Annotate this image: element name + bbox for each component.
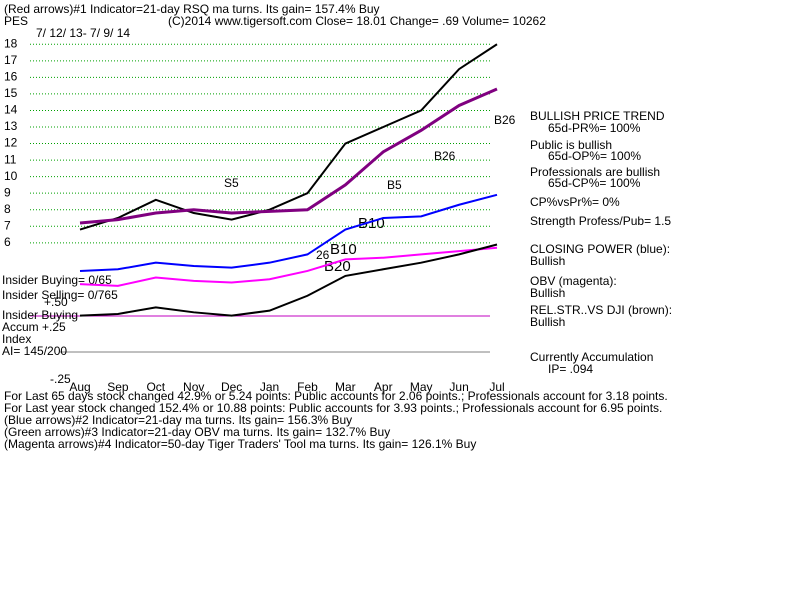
x-tick-label: Aug — [69, 380, 90, 394]
sidebar-text: CP%vsPr%= 0% — [530, 195, 620, 209]
x-tick-label: Jun — [449, 380, 468, 394]
y-tick-label: 17 — [4, 53, 18, 67]
sidebar-text: OBV (magenta): — [530, 274, 617, 288]
y-tick-label: 6 — [4, 235, 11, 249]
y-tick-label: 13 — [4, 119, 18, 133]
signal: B20 — [324, 258, 351, 275]
date-range: 7/ 12/ 13- 7/ 9/ 14 — [36, 26, 130, 40]
series-line — [79, 193, 498, 272]
sidebar-text: Bullish — [530, 286, 565, 300]
y-tick-label: 8 — [4, 202, 11, 216]
x-tick-label: Oct — [146, 380, 165, 394]
left-label: AI= 145/200 — [2, 344, 67, 358]
footer-text: For Last 65 days stock changed 42.9% or … — [4, 389, 668, 403]
signal: 26 — [316, 248, 330, 262]
x-tick-label: Sep — [107, 380, 129, 394]
symbol: PES — [4, 14, 28, 28]
x-tick-label: May — [410, 380, 433, 394]
header-text: (Red arrows)#1 Indicator=21-day RSQ ma t… — [4, 2, 380, 16]
y-tick-label: 18 — [4, 36, 18, 50]
y-tick-label: 10 — [4, 169, 18, 183]
signal: B10 — [330, 241, 357, 258]
sidebar-text: Professionals are bullish — [530, 165, 660, 179]
left-label: -.25 — [50, 372, 71, 386]
x-tick-label: Feb — [297, 380, 318, 394]
y-tick-label: 16 — [4, 70, 18, 84]
sidebar-text: Bullish — [530, 315, 565, 329]
y-tick-label: 7 — [4, 218, 11, 232]
left-label: Index — [2, 332, 31, 346]
x-tick-label: Dec — [221, 380, 242, 394]
sidebar-text: CLOSING POWER (blue): — [530, 242, 670, 256]
series-line — [79, 87, 498, 225]
footer-text: (Blue arrows)#2 Indicator=21-day ma turn… — [4, 413, 352, 427]
y-tick-label: 11 — [4, 152, 17, 166]
sidebar-text: Bullish — [530, 254, 565, 268]
series-line — [79, 43, 498, 231]
left-label: Insider Selling= 0/765 — [2, 288, 118, 302]
left-label: +.50 — [44, 295, 68, 309]
signal: B5 — [387, 178, 402, 192]
series-line — [79, 243, 498, 317]
sidebar-text: REL.STR..VS DJI (brown): — [530, 303, 672, 317]
sidebar-text: BULLISH PRICE TREND — [530, 109, 665, 123]
signal: B26 — [494, 113, 516, 127]
x-tick-label: Jan — [260, 380, 279, 394]
y-tick-label: 12 — [4, 136, 18, 150]
y-tick-label: 9 — [4, 185, 11, 199]
sidebar-text: Public is bullish — [530, 138, 612, 152]
footer-text: (Green arrows)#3 Indicator=21-day OBV ma… — [4, 425, 390, 439]
x-tick-label: Apr — [374, 380, 393, 394]
footer-text: (Magenta arrows)#4 Indicator=50-day Tige… — [4, 437, 476, 451]
sidebar-text: 65d-OP%= 100% — [548, 149, 641, 163]
sidebar-text: Currently Accumulation — [530, 350, 653, 364]
signal: B26 — [434, 149, 456, 163]
x-tick-label: Nov — [183, 380, 204, 394]
y-tick-label: 14 — [4, 103, 18, 117]
footer-text: For Last year stock changed 152.4% or 10… — [4, 401, 662, 415]
sidebar-text: 65d-PR%= 100% — [548, 121, 641, 135]
signal: S5 — [224, 176, 239, 190]
x-tick-label: Jul — [489, 380, 504, 394]
left-label: Accum +.25 — [2, 320, 66, 334]
x-tick-label: Mar — [335, 380, 356, 394]
sidebar-text: 65d-CP%= 100% — [548, 176, 641, 190]
series-line — [79, 246, 498, 287]
sidebar-text: Strength Profess/Pub= 1.5 — [530, 214, 671, 228]
sidebar-text: IP= .094 — [548, 362, 593, 376]
left-label: Insider Buying — [2, 308, 78, 322]
y-tick-label: 15 — [4, 86, 18, 100]
header-text: (C)2014 www.tigersoft.com Close= 18.01 C… — [168, 14, 546, 28]
